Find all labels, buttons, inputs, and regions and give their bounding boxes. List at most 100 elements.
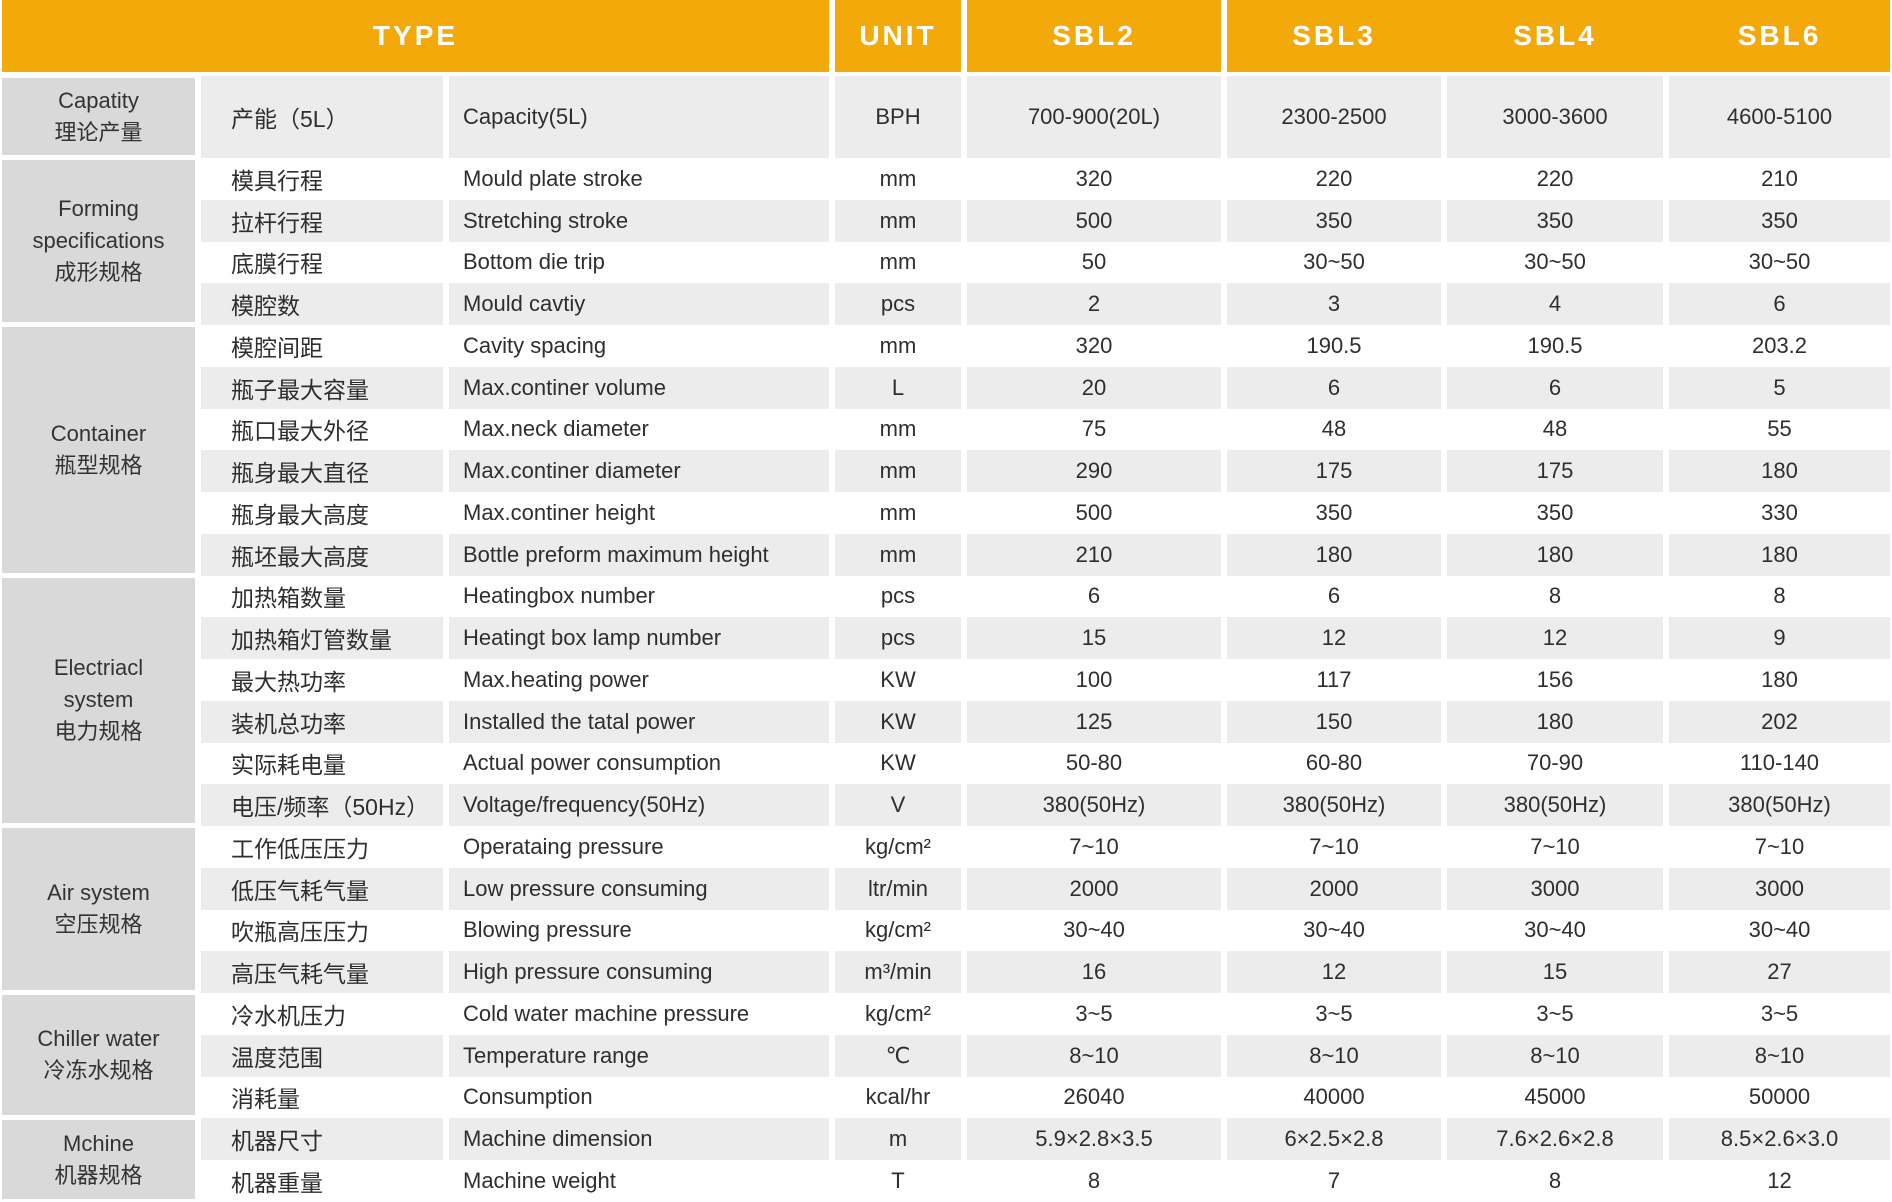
value-cell-sbl6: 180 (1669, 533, 1890, 576)
row-label-zh: 瓶坯最大高度 (201, 533, 443, 576)
value-cell-sbl6: 55 (1669, 408, 1890, 451)
value-cell-sbl3: 8~10 (1227, 1034, 1441, 1077)
row-label-zh: 底膜行程 (201, 241, 443, 284)
value-cell-sbl2: 26040 (967, 1076, 1221, 1119)
value-cell-sbl4: 350 (1447, 199, 1663, 242)
value-cell-sbl2: 50 (967, 241, 1221, 284)
value-cell-sbl3: 6 (1227, 575, 1441, 618)
value-cell-sbl4: 180 (1447, 700, 1663, 743)
value-cell-sbl2: 320 (967, 158, 1221, 200)
unit-cell: mm (835, 533, 961, 576)
value-cell-sbl4: 3000-3600 (1447, 76, 1663, 158)
value-cell-sbl4: 8 (1447, 575, 1663, 618)
value-cell-sbl4: 6 (1447, 366, 1663, 409)
row-label-zh: 吹瓶高压压力 (201, 909, 443, 952)
row-label-zh: 实际耗电量 (201, 742, 443, 785)
value-cell-sbl4: 12 (1447, 617, 1663, 659)
header-model-sbl4: SBL4 (1513, 20, 1597, 51)
value-cell-sbl6: 8.5×2.6×3.0 (1669, 1118, 1890, 1160)
unit-cell: mm (835, 325, 961, 367)
value-cell-sbl6: 330 (1669, 492, 1890, 534)
value-cell-sbl3: 2000 (1227, 867, 1441, 910)
unit-cell: kg/cm² (835, 909, 961, 952)
row-label-en: Operataing pressure (449, 826, 829, 868)
value-cell-sbl2: 7~10 (967, 826, 1221, 868)
row-label-en: Low pressure consuming (449, 867, 829, 910)
row-label-en: Consumption (449, 1076, 829, 1119)
value-cell-sbl3: 7~10 (1227, 826, 1441, 868)
unit-cell: pcs (835, 617, 961, 659)
row-label-en: Max.continer volume (449, 366, 829, 409)
unit-cell: L (835, 366, 961, 409)
value-cell-sbl6: 4600-5100 (1669, 76, 1890, 158)
row-label-en: Bottle preform maximum height (449, 533, 829, 576)
value-cell-sbl3: 220 (1227, 158, 1441, 200)
header-model-sbl6: SBL6 (1737, 20, 1822, 51)
value-cell-sbl2: 320 (967, 325, 1221, 367)
value-cell-sbl2: 380(50Hz) (967, 784, 1221, 826)
value-cell-sbl2: 290 (967, 450, 1221, 492)
unit-cell: kcal/hr (835, 1076, 961, 1119)
row-label-zh: 产能（5L） (201, 76, 443, 158)
row-label-en: Capacity(5L) (449, 76, 829, 158)
row-label-en: Mould cavtiy (449, 283, 829, 325)
row-label-zh: 瓶身最大直径 (201, 450, 443, 492)
unit-cell: ℃ (835, 1034, 961, 1077)
value-cell-sbl6: 110-140 (1669, 742, 1890, 785)
group-label-electriacl-system: Electriacl system 电力规格 (2, 577, 195, 823)
value-cell-sbl4: 175 (1447, 450, 1663, 492)
row-label-en: Installed the tatal power (449, 700, 829, 743)
value-cell-sbl3: 6×2.5×2.8 (1227, 1118, 1441, 1160)
row-label-en: Bottom die trip (449, 241, 829, 284)
value-cell-sbl3: 117 (1227, 659, 1441, 701)
value-cell-sbl6: 30~50 (1669, 241, 1890, 284)
unit-cell: KW (835, 742, 961, 785)
value-cell-sbl6: 180 (1669, 659, 1890, 701)
row-label-zh: 最大热功率 (201, 659, 443, 701)
unit-cell: kg/cm² (835, 993, 961, 1035)
unit-cell: mm (835, 408, 961, 451)
value-cell-sbl4: 45000 (1447, 1076, 1663, 1119)
row-label-zh: 温度范围 (201, 1034, 443, 1077)
row-label-en: Mould plate stroke (449, 158, 829, 200)
row-label-zh: 拉杆行程 (201, 199, 443, 242)
unit-cell: ltr/min (835, 867, 961, 910)
value-cell-sbl6: 380(50Hz) (1669, 784, 1890, 826)
value-cell-sbl4: 8~10 (1447, 1034, 1663, 1077)
row-label-en: Cold water machine pressure (449, 993, 829, 1035)
row-label-zh: 瓶身最大高度 (201, 492, 443, 534)
unit-cell: pcs (835, 283, 961, 325)
value-cell-sbl4: 156 (1447, 659, 1663, 701)
unit-cell: mm (835, 492, 961, 534)
row-label-en: Max.continer diameter (449, 450, 829, 492)
value-cell-sbl6: 8~10 (1669, 1034, 1890, 1077)
value-cell-sbl4: 7~10 (1447, 826, 1663, 868)
unit-cell: BPH (835, 76, 961, 158)
group-label-mchine: Mchine 机器规格 (2, 1120, 195, 1199)
row-label-en: Actual power consumption (449, 742, 829, 785)
unit-cell: pcs (835, 575, 961, 618)
value-cell-sbl2: 8~10 (967, 1034, 1221, 1077)
value-cell-sbl3: 3 (1227, 283, 1441, 325)
row-label-zh: 机器重量 (201, 1160, 443, 1202)
row-label-zh: 模具行程 (201, 158, 443, 200)
value-cell-sbl2: 210 (967, 533, 1221, 576)
value-cell-sbl3: 3~5 (1227, 993, 1441, 1035)
row-label-en: Max.neck diameter (449, 408, 829, 451)
value-cell-sbl3: 2300-2500 (1227, 76, 1441, 158)
row-label-zh: 工作低压压力 (201, 826, 443, 868)
value-cell-sbl6: 12 (1669, 1160, 1890, 1202)
value-cell-sbl2: 16 (967, 951, 1221, 993)
value-cell-sbl2: 15 (967, 617, 1221, 659)
row-label-en: Blowing pressure (449, 909, 829, 952)
value-cell-sbl4: 3000 (1447, 867, 1663, 910)
row-label-zh: 瓶口最大外径 (201, 408, 443, 451)
row-label-en: Machine weight (449, 1160, 829, 1202)
row-label-en: Voltage/frequency(50Hz) (449, 784, 829, 826)
row-label-en: Heatingt box lamp number (449, 617, 829, 659)
unit-cell: m³/min (835, 951, 961, 993)
value-cell-sbl4: 48 (1447, 408, 1663, 451)
value-cell-sbl6: 6 (1669, 283, 1890, 325)
value-cell-sbl6: 202 (1669, 700, 1890, 743)
value-cell-sbl3: 380(50Hz) (1227, 784, 1441, 826)
